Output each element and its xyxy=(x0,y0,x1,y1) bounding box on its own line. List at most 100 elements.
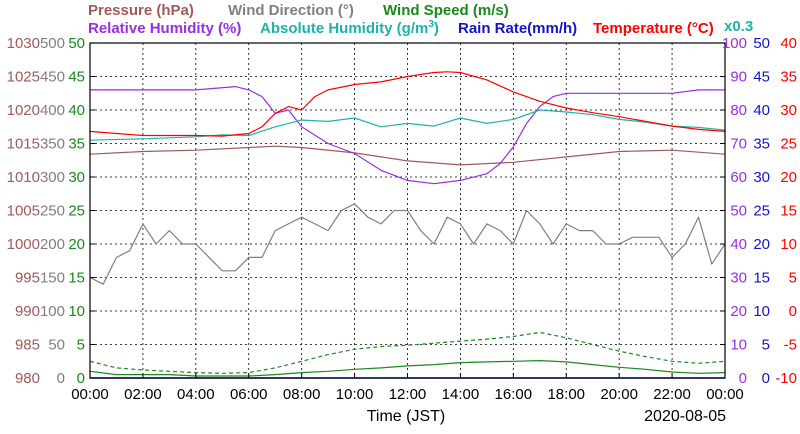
y-tick-label-wind-dir: 300 xyxy=(40,169,65,186)
y-tick-label-rain-rate: 50 xyxy=(753,35,770,52)
series-line-abs-hum xyxy=(89,109,726,141)
y-tick-label-rain-rate: 30 xyxy=(753,169,770,186)
legend-pressure: Pressure (hPa) xyxy=(88,2,194,19)
y-tick-label-rain-rate: 35 xyxy=(753,136,770,153)
y-tick-label-rain-rate: 5 xyxy=(762,337,770,354)
x-tick-label: 06:00 xyxy=(230,386,268,403)
y-tick-label-wind-speed: 50 xyxy=(68,35,85,52)
y-tick-label-wind-dir: 50 xyxy=(48,337,65,354)
legend-absolute-humidity-sup: 3 xyxy=(428,19,434,30)
y-tick-label-rain-rate: 10 xyxy=(753,303,770,320)
x-tick-label: 04:00 xyxy=(177,386,215,403)
y-tick-label-rel-hum: 30 xyxy=(730,270,747,287)
x-tick-label: 22:00 xyxy=(653,386,691,403)
y-tick-label-pressure: 990 xyxy=(15,303,40,320)
y-tick-label-rain-rate: 20 xyxy=(753,236,770,253)
y-tick-label-rel-hum: 20 xyxy=(730,303,747,320)
y-tick-label-temperature: 20 xyxy=(780,169,797,186)
y-tick-label-pressure: 1005 xyxy=(7,203,40,220)
x-tick-label: 00:00 xyxy=(706,386,744,403)
legend-temperature: Temperature (°C) xyxy=(593,20,714,37)
y-tick-label-wind-speed: 20 xyxy=(68,236,85,253)
y-tick-label-wind-speed: 15 xyxy=(68,270,85,287)
y-tick-label-temperature: 0 xyxy=(789,303,797,320)
y-tick-label-rel-hum: 40 xyxy=(730,236,747,253)
x-tick-label: 00:00 xyxy=(71,386,109,403)
y-tick-label-pressure: 995 xyxy=(15,270,40,287)
y-tick-label-pressure: 980 xyxy=(15,370,40,387)
y-tick-label-wind-speed: 5 xyxy=(77,337,85,354)
series-line-rel-hum xyxy=(90,86,725,185)
y-tick-label-rel-hum: 10 xyxy=(730,337,747,354)
legend-relative-humidity: Relative Humidity (%) xyxy=(88,20,241,37)
y-tick-label-wind-dir: 500 xyxy=(40,35,65,52)
y-tick-label-pressure: 1020 xyxy=(7,102,40,119)
x-tick-label: 14:00 xyxy=(442,386,480,403)
series-line-pressure xyxy=(89,145,726,166)
x-tick-label: 08:00 xyxy=(283,386,321,403)
y-tick-label-wind-dir: 400 xyxy=(40,102,65,119)
legend-wind-speed: Wind Speed (m/s) xyxy=(383,2,509,19)
y-tick-label-wind-speed: 40 xyxy=(68,102,85,119)
y-tick-label-temperature: 5 xyxy=(789,270,797,287)
y-tick-label-rel-hum: 70 xyxy=(730,136,747,153)
y-tick-label-wind-speed: 30 xyxy=(68,169,85,186)
x-tick-label: 02:00 xyxy=(124,386,162,403)
y-tick-label-wind-speed: 25 xyxy=(68,203,85,220)
y-tick-label-pressure: 1025 xyxy=(7,69,40,86)
y-tick-label-rel-hum: 0 xyxy=(739,370,747,387)
x-tick-label: 16:00 xyxy=(495,386,533,403)
y-tick-label-wind-dir: 100 xyxy=(40,303,65,320)
y-tick-label-temperature: -5 xyxy=(784,337,797,354)
x-tick-label: 10:00 xyxy=(336,386,374,403)
y-tick-label-pressure: 1030 xyxy=(7,35,40,52)
y-tick-label-rel-hum: 50 xyxy=(730,203,747,220)
y-tick-label-wind-dir: 200 xyxy=(40,236,65,253)
date-label: 2020-08-05 xyxy=(644,408,726,425)
y-tick-label-wind-dir: 450 xyxy=(40,69,65,86)
legend-wind-direction: Wind Direction (°) xyxy=(228,2,354,19)
y-tick-label-rain-rate: 45 xyxy=(753,69,770,86)
y-tick-label-wind-dir: 0 xyxy=(57,370,65,387)
y-tick-label-temperature: 15 xyxy=(780,203,797,220)
y-tick-label-rain-rate: 25 xyxy=(753,203,770,220)
legend-absolute-humidity: Absolute Humidity (g/m3) xyxy=(260,19,439,37)
y-tick-label-rain-rate: 15 xyxy=(753,270,770,287)
y-tick-label-temperature: -10 xyxy=(775,370,797,387)
y-tick-label-wind-speed: 10 xyxy=(68,303,85,320)
y-tick-label-rel-hum: 100 xyxy=(722,35,747,52)
y-tick-label-pressure: 985 xyxy=(15,337,40,354)
y-tick-label-rel-hum: 60 xyxy=(730,169,747,186)
x-tick-label: 18:00 xyxy=(547,386,585,403)
y-tick-label-temperature: 10 xyxy=(780,236,797,253)
y-tick-label-wind-dir: 250 xyxy=(40,203,65,220)
y-tick-label-wind-dir: 150 xyxy=(40,270,65,287)
y-tick-label-rain-rate: 40 xyxy=(753,102,770,119)
grid xyxy=(90,43,725,378)
y-tick-label-pressure: 1000 xyxy=(7,236,40,253)
y-axis-ticks: 9809859909951000100510101015102010251030… xyxy=(7,35,797,387)
x-axis-ticks: 00:00 02:00 04:00 06:00 08:00 10:00 12:00 14:00… xyxy=(71,373,744,403)
y-tick-label-temperature: 35 xyxy=(780,69,797,86)
y-tick-label-temperature: 40 xyxy=(780,35,797,52)
x-axis-title: Time (JST) xyxy=(367,408,446,425)
series-line-wind-gust xyxy=(89,331,726,374)
y-tick-label-pressure: 1015 xyxy=(7,136,40,153)
y-tick-label-rel-hum: 90 xyxy=(730,69,747,86)
y-tick-label-rain-rate: 0 xyxy=(762,370,770,387)
legend-multiplier: x0.3 xyxy=(724,18,753,35)
x-tick-label: 12:00 xyxy=(389,386,427,403)
y-tick-label-temperature: 30 xyxy=(780,102,797,119)
legend-rain-rate: Rain Rate(mm/h) xyxy=(458,20,577,37)
y-tick-label-temperature: 25 xyxy=(780,136,797,153)
y-tick-label-wind-speed: 35 xyxy=(68,136,85,153)
y-tick-label-pressure: 1010 xyxy=(7,169,40,186)
y-tick-label-wind-dir: 350 xyxy=(40,136,65,153)
x-tick-label: 20:00 xyxy=(600,386,638,403)
y-tick-label-rel-hum: 80 xyxy=(730,102,747,119)
series-line-wind-dir xyxy=(89,203,726,285)
y-tick-label-wind-speed: 45 xyxy=(68,69,85,86)
y-tick-label-wind-speed: 0 xyxy=(77,370,85,387)
series-line-temperature xyxy=(89,71,726,137)
